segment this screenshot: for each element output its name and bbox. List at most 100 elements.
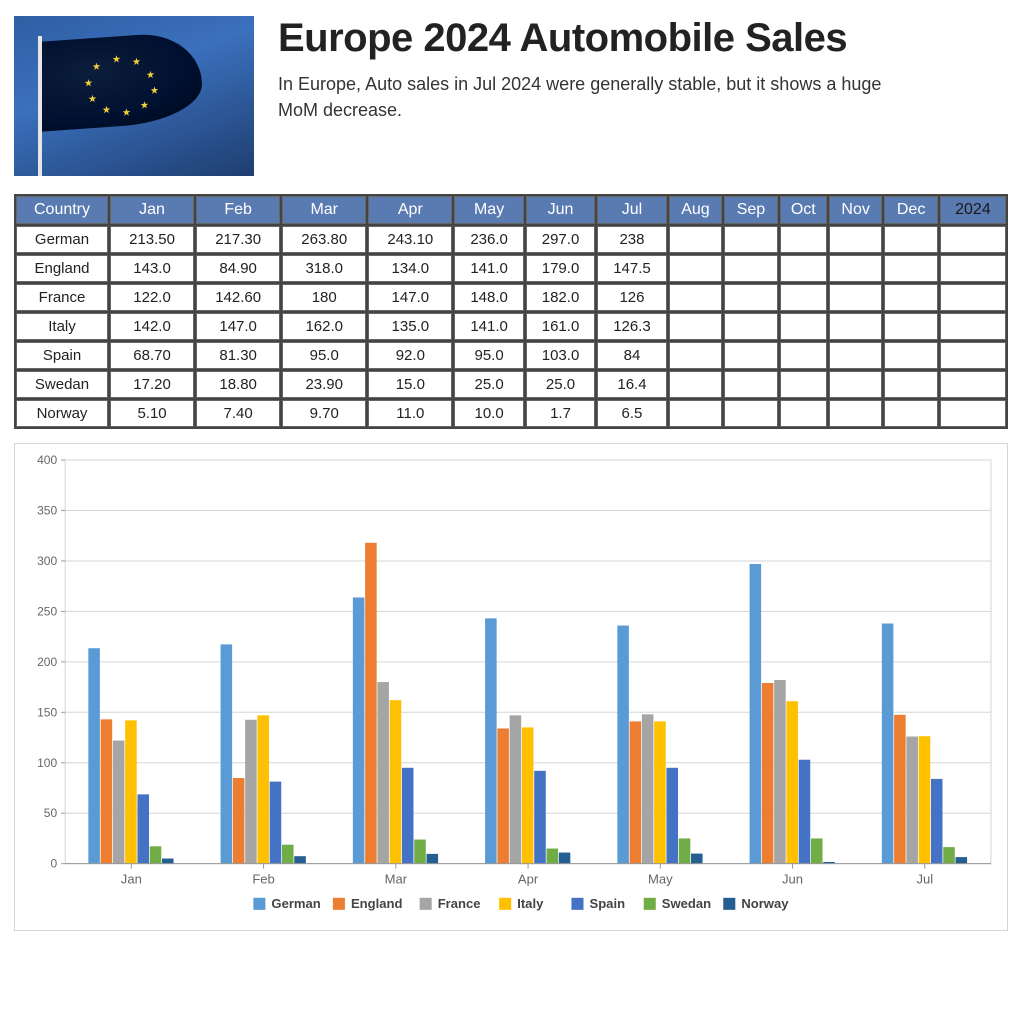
legend-swatch xyxy=(253,898,265,910)
bar xyxy=(353,597,365,863)
table-row: France122.0142.60180147.0148.0182.0126 xyxy=(16,284,1006,311)
svg-text:350: 350 xyxy=(37,504,57,518)
value-cell: 134.0 xyxy=(368,255,452,282)
bar xyxy=(257,715,269,863)
country-cell: France xyxy=(16,284,108,311)
bar xyxy=(799,760,811,864)
value-cell: 243.10 xyxy=(368,226,452,253)
value-cell: 84 xyxy=(597,342,666,369)
table-header: Jan xyxy=(110,196,194,224)
bar xyxy=(534,771,546,864)
bar xyxy=(642,714,654,863)
value-cell xyxy=(940,226,1006,253)
value-cell: 95.0 xyxy=(282,342,366,369)
bar xyxy=(546,849,558,864)
bar xyxy=(617,626,629,864)
legend-label: Italy xyxy=(517,896,544,911)
country-cell: Spain xyxy=(16,342,108,369)
value-cell xyxy=(940,284,1006,311)
value-cell: 217.30 xyxy=(196,226,280,253)
value-cell xyxy=(884,342,937,369)
svg-text:100: 100 xyxy=(37,756,57,770)
value-cell xyxy=(884,255,937,282)
bar xyxy=(497,728,509,863)
page-title: Europe 2024 Automobile Sales xyxy=(278,16,918,61)
value-cell xyxy=(829,313,882,340)
value-cell: 180 xyxy=(282,284,366,311)
value-cell: 10.0 xyxy=(454,400,523,427)
value-cell xyxy=(780,226,827,253)
bar xyxy=(906,737,918,864)
bar xyxy=(919,736,931,863)
svg-text:Apr: Apr xyxy=(518,872,539,887)
svg-text:300: 300 xyxy=(37,554,57,568)
bar xyxy=(510,715,522,863)
table-header: Aug xyxy=(669,196,723,224)
value-cell xyxy=(724,313,778,340)
svg-text:May: May xyxy=(648,872,673,887)
value-cell: 6.5 xyxy=(597,400,666,427)
bar xyxy=(750,564,762,864)
value-cell xyxy=(940,400,1006,427)
eu-flag-image: ★ ★ ★ ★ ★ ★ ★ ★ ★ ★ xyxy=(14,16,254,176)
legend-label: Norway xyxy=(741,896,789,911)
value-cell: 15.0 xyxy=(368,371,452,398)
bar xyxy=(245,720,257,864)
sales-table: CountryJanFebMarAprMayJunJulAugSepOctNov… xyxy=(14,194,1008,429)
value-cell xyxy=(780,313,827,340)
bar xyxy=(485,618,497,863)
bar xyxy=(956,857,968,864)
bar xyxy=(427,854,439,864)
value-cell xyxy=(780,284,827,311)
table-row: Spain68.7081.3095.092.095.0103.084 xyxy=(16,342,1006,369)
value-cell xyxy=(724,371,778,398)
bar xyxy=(931,779,943,864)
value-cell xyxy=(940,313,1006,340)
svg-text:Jul: Jul xyxy=(916,872,933,887)
value-cell: 318.0 xyxy=(282,255,366,282)
value-cell xyxy=(724,284,778,311)
table-header: Sep xyxy=(724,196,778,224)
bar xyxy=(233,778,245,864)
value-cell: 11.0 xyxy=(368,400,452,427)
bar xyxy=(630,721,642,863)
value-cell xyxy=(780,342,827,369)
value-cell: 148.0 xyxy=(454,284,523,311)
value-cell: 297.0 xyxy=(526,226,595,253)
table-row: German213.50217.30263.80243.10236.0297.0… xyxy=(16,226,1006,253)
value-cell xyxy=(884,284,937,311)
value-cell xyxy=(669,255,723,282)
table-header: Jul xyxy=(597,196,666,224)
legend-label: Swedan xyxy=(662,896,711,911)
svg-text:Feb: Feb xyxy=(252,872,274,887)
value-cell: 7.40 xyxy=(196,400,280,427)
legend-label: England xyxy=(351,896,402,911)
bar xyxy=(414,840,426,864)
value-cell: 25.0 xyxy=(526,371,595,398)
value-cell: 81.30 xyxy=(196,342,280,369)
value-cell xyxy=(829,284,882,311)
value-cell xyxy=(940,255,1006,282)
value-cell: 16.4 xyxy=(597,371,666,398)
bar xyxy=(137,794,149,863)
value-cell xyxy=(724,400,778,427)
value-cell xyxy=(669,342,723,369)
value-cell: 142.0 xyxy=(110,313,194,340)
table-header: Jun xyxy=(526,196,595,224)
value-cell xyxy=(829,400,882,427)
value-cell xyxy=(669,226,723,253)
value-cell: 141.0 xyxy=(454,313,523,340)
country-cell: Norway xyxy=(16,400,108,427)
bar xyxy=(943,847,955,864)
bar xyxy=(294,856,306,863)
bar xyxy=(811,838,823,863)
bar xyxy=(221,644,233,863)
country-cell: Swedan xyxy=(16,371,108,398)
bar xyxy=(101,719,113,863)
table-header: Dec xyxy=(884,196,937,224)
value-cell: 18.80 xyxy=(196,371,280,398)
value-cell: 126.3 xyxy=(597,313,666,340)
bar xyxy=(666,768,678,864)
value-cell xyxy=(780,255,827,282)
value-cell xyxy=(940,371,1006,398)
